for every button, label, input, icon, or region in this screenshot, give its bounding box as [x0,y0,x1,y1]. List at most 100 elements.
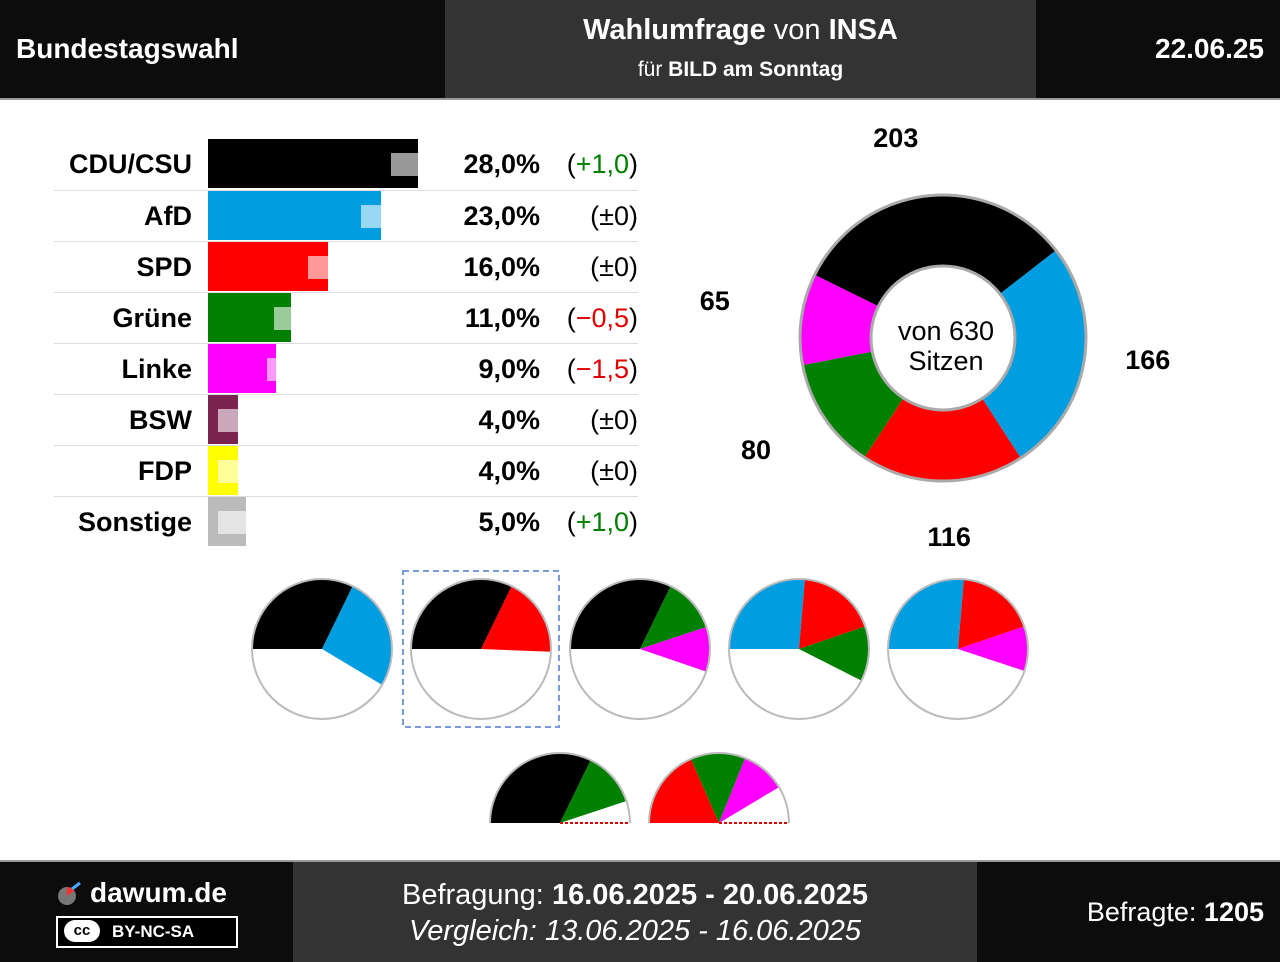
change-value-fdp: ±0 [599,456,629,486]
coalition-outline [489,752,631,824]
coalition-slice-spd [481,586,552,652]
coalition-cdu-csu-grüne [489,752,631,824]
change-label-afd: (±0) [590,201,638,231]
change-value-spd: ±0 [599,252,629,282]
party-row-linke: Linke 9,0% (−1,5) [54,343,638,394]
seat-count-spd: 116 [927,521,971,552]
party-row-grüne: Grüne 11,0% (−0,5) [54,292,638,343]
coalition-slice-spd [799,579,866,649]
coalition-outline [251,578,393,720]
respondents-label: Befragte: [1086,897,1197,927]
change-value-afd: ±0 [599,201,629,231]
party-name-bsw: BSW [129,405,192,435]
compare-period-line: Vergleich: 13.06.2025 - 16.06.2025 [293,915,977,948]
previous-marker-bsw [218,409,258,432]
respondents: Befragte: 1205 [1087,897,1264,928]
party-name-fdp: FDP [138,456,192,486]
coalition-outline [648,752,790,824]
election-title: Bundestagswahl [16,33,239,64]
donut-slice-grüne [802,351,904,458]
previous-marker-fdp [218,460,258,483]
coalition-cdu-csu-grüne-linke [569,578,711,720]
value-label-grüne: 11,0% [464,303,540,333]
change-label-spd: (±0) [590,252,638,282]
poll-title: Wahlumfrage von INSA [445,14,1036,47]
poll-title-von: von [773,14,821,46]
change-value-linke: −1,5 [575,354,629,384]
survey-label: Befragung: [401,879,544,911]
donut-slice-linke [800,274,879,366]
donut-slice-spd [864,398,1021,482]
party-name-sonstige: Sonstige [77,507,192,537]
previous-marker-spd [308,256,348,279]
coalition-slice-afd [888,579,964,649]
coalition-charts [251,570,1029,824]
license-text: BY-NC-SA [112,922,195,941]
license-badge: cc BY-NC-SA [56,916,238,948]
party-name-cdu-csu: CDU/CSU [68,149,192,179]
coalition-outline [887,578,1029,720]
coalition-slice-linke [958,626,1028,671]
header-center: Wahlumfrage von INSA für BILD am Sonntag [445,0,1036,98]
donut-center-line1: von 630 [897,316,995,346]
change-label-linke: (−1,5) [566,354,638,384]
coalition-cdu-csu-spd [402,570,560,728]
change-label-cdu-csu: (+1,0) [566,149,638,179]
party-name-grüne: Grüne [112,303,192,333]
cc-icon: cc [64,920,100,942]
coalition-outline [410,578,552,720]
seat-count-afd: 166 [1125,344,1171,375]
donut-center-line2: Sitzen [908,346,984,376]
donut-center-label: von 630 Sitzen [876,316,1016,376]
party-name-afd: AfD [144,201,192,231]
donut-center [869,264,1017,412]
donut-slice-cdu-csu [814,194,1056,307]
change-value-bsw: ±0 [599,405,629,435]
change-label-sonstige: (+1,0) [566,507,638,537]
header: Bundestagswahl Wahlumfrage von INSA für … [0,0,1280,100]
previous-marker-linke [266,358,307,381]
coalition-outline [728,578,870,720]
coalition-slice-spd [958,579,1025,649]
bar-linke [208,344,276,393]
coalition-slice-afd [322,586,393,685]
party-row-cdu-csu: CDU/CSU 28,0% (+1,0) [54,139,638,189]
value-label-linke: 9,0% [478,354,540,384]
survey-period: 16.06.2025 - 20.06.2025 [551,879,868,911]
change-value-sonstige: +1,0 [575,507,629,537]
party-row-sonstige: Sonstige 5,0% (+1,0) [54,496,638,547]
bar-chart: CDU/CSU 28,0% (+1,0) AfD 23,0% (±0) SPD 16,0% (±… [54,139,638,547]
change-label-grüne: (−0,5) [566,303,638,333]
value-label-fdp: 4,0% [478,456,540,486]
coalition-afd-spd-linke [887,578,1029,720]
respondents-count: 1205 [1203,897,1264,927]
survey-period-line: Befragung: 16.06.2025 - 20.06.2025 [293,879,977,912]
party-name-spd: SPD [136,252,192,282]
previous-marker-sonstige [218,511,258,534]
pollster-name: INSA [828,14,898,46]
seat-donut-chart [798,193,1088,483]
party-row-spd: SPD 16,0% (±0) [54,241,638,292]
poll-subtitle: für BILD am Sonntag [445,58,1036,82]
client-name: BILD am Sonntag [668,58,844,81]
change-value-cdu-csu: +1,0 [575,149,629,179]
party-name-linke: Linke [121,354,192,384]
seat-count-linke: 65 [699,286,730,317]
dawum-logo-icon [58,881,81,905]
footer-center: Befragung: 16.06.2025 - 20.06.2025 Vergl… [293,862,977,962]
value-label-bsw: 4,0% [478,405,540,435]
party-row-fdp: FDP 4,0% (±0) [54,445,638,496]
coalition-slice-grüne [799,626,869,681]
compare-period: 13.06.2025 - 16.06.2025 [544,915,861,947]
change-value-grüne: −0,5 [575,303,629,333]
coalition-slice-linke [719,758,780,823]
coalition-cdu-csu-afd [251,578,393,720]
donut-outline [798,193,1088,483]
coalition-slice-linke [640,627,710,672]
poll-date: 22.06.25 [1155,33,1264,64]
coalition-afd-spd-grüne [728,578,870,720]
footer: dawum.de cc BY-NC-SA Befragung: 16.06.20… [0,860,1280,962]
previous-marker-afd [360,205,401,228]
bar-cdu-csu [208,139,418,188]
coalition-highlight-frame [402,570,560,728]
